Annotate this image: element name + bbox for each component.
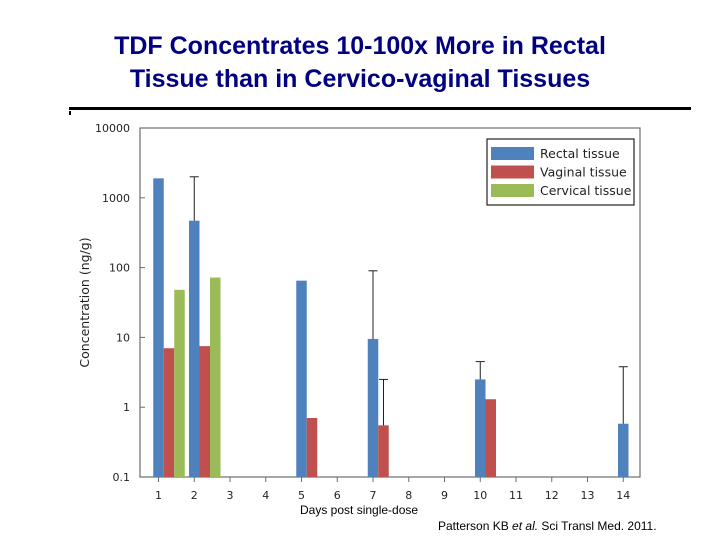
bar-vaginal-tissue: [485, 399, 496, 477]
x-axis-title: Days post single-dose: [300, 503, 419, 517]
bar-rectal-tissue: [367, 338, 379, 477]
x-tick-label: 13: [581, 489, 595, 502]
bar-vaginal-tissue: [199, 346, 210, 477]
bar-rectal-tissue: [189, 220, 200, 478]
title-rule: [69, 107, 691, 110]
bar-cervical-tissue: [210, 277, 221, 477]
legend-swatch: [491, 165, 534, 179]
title-line-1: TDF Concentrates 10-100x More in Rectal: [114, 32, 606, 60]
x-tick-label: 1: [155, 489, 162, 502]
y-tick-label: 100: [109, 262, 130, 275]
x-tick-label: 14: [616, 489, 630, 502]
bar-vaginal-tissue: [163, 348, 175, 477]
y-tick-label: 1: [123, 401, 130, 414]
x-tick-label: 5: [298, 489, 305, 502]
bar-rectal-tissue: [296, 280, 307, 477]
bar-rectal-tissue: [153, 178, 164, 477]
x-tick-label: 12: [545, 489, 559, 502]
x-tick-label: 8: [405, 489, 412, 502]
bar-vaginal-tissue: [378, 425, 389, 477]
legend-label: Rectal tissue: [540, 146, 620, 161]
y-tick-label: 10: [116, 331, 130, 344]
plot-frame: [139, 127, 641, 478]
slide-title: TDF Concentrates 10-100x More in Rectal …: [0, 30, 720, 96]
bar-rectal-tissue: [475, 379, 486, 477]
y-tick-label: 1000: [102, 192, 130, 205]
legend-swatch: [491, 184, 534, 197]
bar-rectal-tissue: [618, 423, 629, 477]
title-line-2: Tissue than in Cervico-vaginal Tissues: [129, 65, 591, 93]
legend-label: Cervical tissue: [540, 183, 632, 198]
bar-cervical-tissue: [174, 289, 185, 477]
y-tick-label: 0.1: [113, 471, 131, 484]
x-tick-label: 3: [227, 489, 234, 502]
x-tick-label: 6: [334, 489, 341, 502]
x-tick-label: 7: [370, 489, 377, 502]
citation-journal: Sci Transl Med. 2011.: [538, 519, 657, 533]
x-tick-label: 4: [262, 489, 269, 502]
x-tick-label: 11: [509, 489, 523, 502]
bar-vaginal-tissue: [306, 418, 318, 477]
x-tick-label: 9: [441, 489, 448, 502]
legend-swatch: [491, 147, 534, 160]
x-tick-label: 2: [191, 489, 198, 502]
y-axis-title: Concentration (ng/g): [77, 237, 92, 367]
y-tick-label: 10000: [95, 122, 130, 135]
title-rule-tick: [69, 111, 71, 115]
legend-label: Vaginal tissue: [540, 165, 627, 180]
citation-authors: Patterson KB: [438, 519, 513, 533]
citation: Patterson KB et al. Sci Transl Med. 2011…: [438, 519, 657, 533]
x-tick-label: 10: [473, 489, 487, 502]
citation-etal: et al.: [512, 519, 539, 533]
